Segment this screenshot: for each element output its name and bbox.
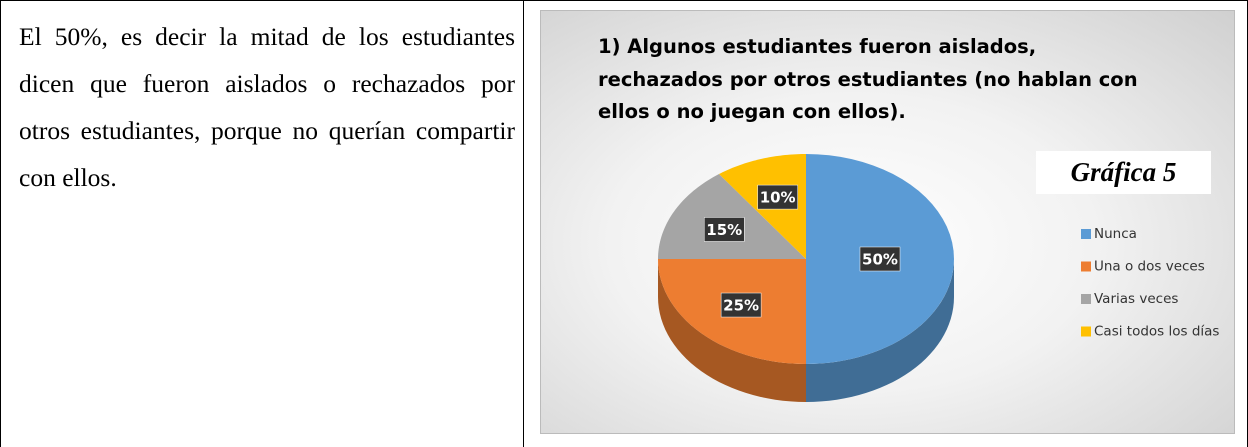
label-text: 25% [723,297,759,315]
legend-label: Una o dos veces [1094,259,1205,275]
slice-side [658,259,806,402]
paragraph: El 50%, es decir la mitad de los estudia… [19,22,515,192]
legend-swatch [1081,326,1091,337]
legend-swatch [1081,229,1091,239]
label-box [703,217,745,242]
annotation: Gráfica 5 [1036,151,1211,194]
legend-label: Casi todos los días [1094,324,1219,340]
label-box [720,292,762,318]
slice [658,174,806,259]
label-text: 15% [706,221,742,239]
legend-label: Nunca [1094,226,1137,242]
label-text: 10% [760,189,796,207]
legend-label: Varias veces [1094,291,1178,307]
label-box [757,184,798,210]
table-cell: El 50%, es decir la mitad de los estudia… [0,0,523,447]
label-box [859,246,901,272]
data-label: 25% [720,292,762,318]
legend-swatch [1081,294,1091,304]
data-label: 15% [703,217,745,242]
label-text: 50% [862,251,898,269]
pie-chart: 50% 25% 15% 10% Nunca Una o dos veces Varias v… [658,154,1219,402]
data-label: 50% [859,246,901,272]
chart: 1) Algunos estudiantes fueron aislados, … [540,10,1235,434]
legend-swatch [1081,261,1091,272]
slice-side [806,259,954,402]
data-label: 10% [757,184,798,210]
chart-title: 1) Algunos estudiantes fueron aislados, … [598,35,1138,123]
